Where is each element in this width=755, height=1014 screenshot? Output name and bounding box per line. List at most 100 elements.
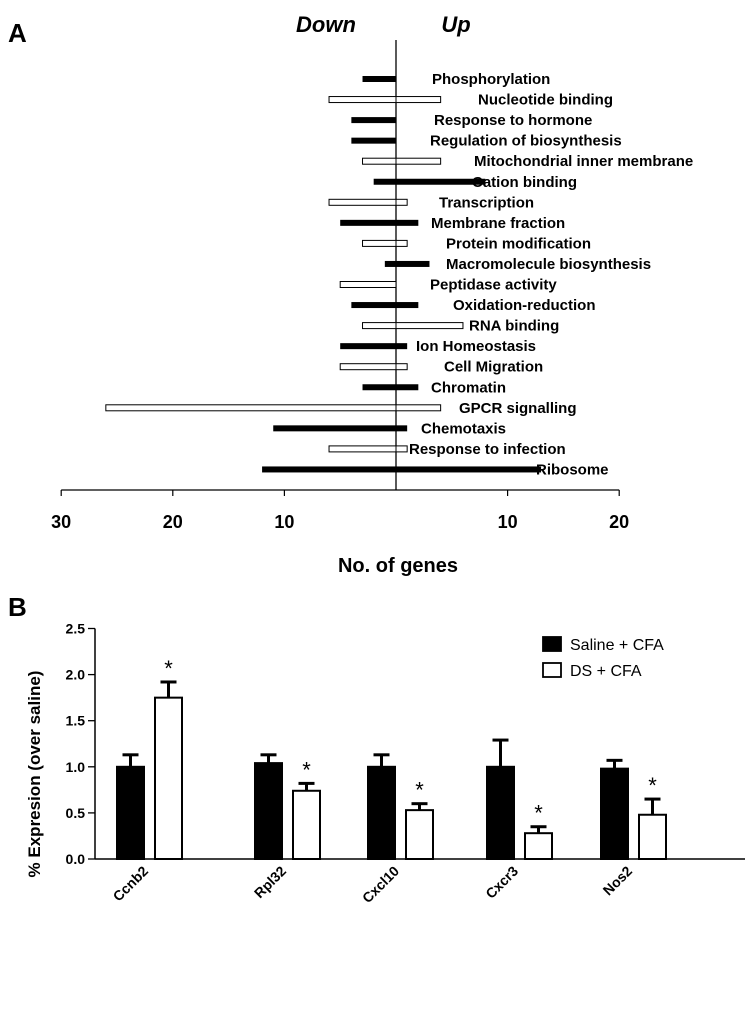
category-label-response-to-hormone: Response to hormone [434,112,592,129]
bar-up-open-protein-modification [395,239,408,247]
bar-ccnb2-saline-cfa [116,765,145,860]
bar-up-filled-ribosome [396,466,542,473]
category-label-ion-homeostasis: Ion Homeostasis [416,338,536,355]
category-label-cell-migration: Cell Migration [444,359,543,376]
category-label-oxidation-reduction: Oxidation-reduction [453,297,596,314]
bar-up-open-mitochondrial-inner-membrane [395,157,442,165]
bar-down-filled-oxidation-reduction [351,302,396,309]
category-label-mitochondrial-inner-membrane: Mitochondrial inner membrane [474,153,693,170]
bar-nos2-ds-cfa [638,813,667,861]
panel-a-plot: 30 20 10 10 20 Phosphorylation Nucleotide bind… [51,40,693,532]
bar-down-open-response-to-infection [328,445,397,453]
bar-down-filled-ribosome [262,466,396,473]
bar-rpl32-saline-cfa [254,762,283,860]
category-label-cation-binding: Cation binding [472,174,577,191]
category-label-response-to-infection: Response to infection [409,441,566,458]
bar-down-filled-cation-binding [373,178,396,185]
direction-label-down: Down [296,12,356,37]
panel-b-y-tick-label: 0.0 [66,851,86,867]
category-label-phosphorylation: Phosphorylation [432,71,550,88]
category-label-rna-binding: RNA binding [469,318,559,335]
bar-up-filled-ion-homeostasis [396,343,408,350]
bar-down-open-nucleotide-binding [328,96,397,104]
bar-up-filled-membrane-fraction [396,219,419,226]
panel-a-x-axis-title: No. of genes [338,555,458,577]
panel-a-down-tick-label: 30 [51,512,71,532]
significance-star-nos2: * [648,773,657,798]
category-label-regulation-of-biosynthesis: Regulation of biosynthesis [430,133,622,150]
panel-a-down-tick-label: 20 [163,512,183,532]
gene-label-nos2: Nos2 [600,863,636,899]
bar-up-open-cell-migration [395,363,408,371]
bar-down-filled-membrane-fraction [340,219,396,226]
category-label-chromatin: Chromatin [431,379,506,396]
bar-up-filled-cation-binding [396,178,486,185]
category-label-ribosome: Ribosome [536,461,609,478]
bar-down-filled-macromolecule-biosynthesis [384,260,396,267]
gene-label-ccnb2: Ccnb2 [110,863,152,905]
gene-label-rpl32: Rpl32 [251,863,289,901]
legend-swatch-saline-cfa [542,636,562,652]
bar-cxcr3-saline-cfa [486,765,515,860]
bar-up-open-gpcr-signalling [395,404,442,412]
significance-star-ccnb2: * [164,656,173,681]
direction-label-up: Up [441,12,470,37]
bar-up-filled-oxidation-reduction [396,302,419,309]
bar-rpl32-ds-cfa [292,789,321,860]
category-label-nucleotide-binding: Nucleotide binding [478,92,613,109]
bar-up-open-nucleotide-binding [395,96,442,104]
panel-a-down-tick-label: 10 [274,512,294,532]
panel-a-up-tick-label: 20 [609,512,629,532]
bar-down-open-gpcr-signalling [105,404,397,412]
panel-b-y-tick-label: 0.5 [66,805,86,821]
bar-down-open-transcription [328,198,397,206]
significance-star-rpl32: * [302,757,311,782]
bar-down-open-protein-modification [362,239,397,247]
bar-cxcl10-saline-cfa [367,765,396,860]
bar-cxcl10-ds-cfa [405,809,434,860]
bar-down-filled-response-to-hormone [351,117,396,124]
bar-down-open-mitochondrial-inner-membrane [362,157,397,165]
bar-up-filled-chromatin [396,384,419,391]
bar-down-filled-chemotaxis [273,425,396,432]
bar-up-open-transcription [395,198,408,206]
panel-b-label: B [8,592,27,622]
panel-a-label: A [8,18,27,48]
bar-cxcr3-ds-cfa [524,832,553,861]
bar-down-filled-regulation-of-biosynthesis [351,137,396,144]
bar-down-filled-chromatin [362,384,396,391]
category-label-macromolecule-biosynthesis: Macromolecule biosynthesis [446,256,651,273]
category-label-gpcr-signalling: GPCR signalling [459,400,577,417]
bar-up-open-response-to-infection [395,445,408,453]
bar-nos2-saline-cfa [600,767,629,860]
bar-up-filled-macromolecule-biosynthesis [396,260,430,267]
panel-b-y-tick-label: 2.5 [66,621,86,637]
gene-label-cxcr3: Cxcr3 [482,863,521,902]
significance-star-cxcl10: * [415,778,424,803]
panel-a-up-tick-label: 10 [498,512,518,532]
category-label-membrane-fraction: Membrane fraction [431,215,565,232]
panel-b-y-axis-title: % Expresion (over saline) [25,671,44,878]
panel-b-plot: 0.0 0.5 1.0 1.5 2.0 2.5 * Ccnb2 * Rpl32 * Cxcl10 * Cx… [66,621,745,906]
category-label-peptidase-activity: Peptidase activity [430,277,557,294]
category-label-chemotaxis: Chemotaxis [421,420,506,437]
panel-b-y-tick-label: 2.0 [66,667,86,683]
bar-down-open-cell-migration [339,363,397,371]
bar-ccnb2-ds-cfa [154,696,183,861]
legend-swatch-ds-cfa [542,662,562,678]
bar-up-open-rna-binding [395,322,464,330]
legend-label-ds-cfa: DS + CFA [570,663,642,680]
gene-label-cxcl10: Cxcl10 [359,863,402,906]
panel-b-y-tick-label: 1.0 [66,759,86,775]
category-label-protein-modification: Protein modification [446,235,591,252]
panel-b-y-tick-label: 1.5 [66,713,86,729]
legend-label-saline-cfa: Saline + CFA [570,637,664,654]
bar-down-open-rna-binding [362,322,397,330]
bar-down-open-peptidase-activity [339,281,397,288]
category-label-transcription: Transcription [439,194,534,211]
bar-down-filled-ion-homeostasis [340,343,396,350]
significance-star-cxcr3: * [534,801,543,826]
bar-up-filled-chemotaxis [396,425,408,432]
bar-down-filled-phosphorylation [362,76,396,82]
